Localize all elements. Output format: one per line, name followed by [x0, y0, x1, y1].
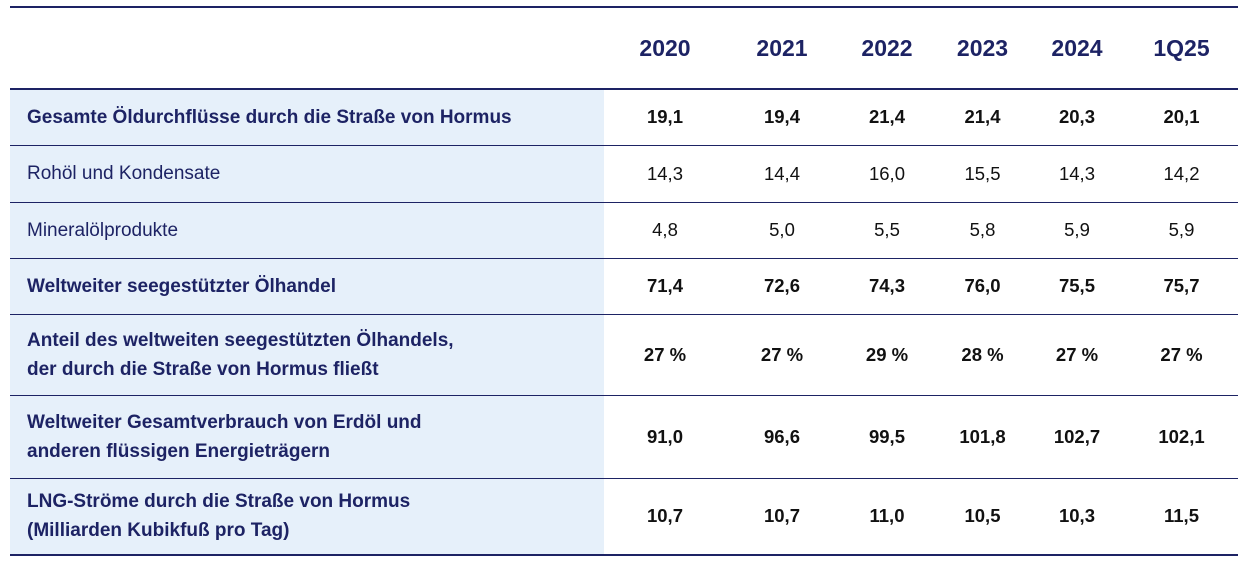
table-row-total-hormuz-flows: Gesamte Öldurchflüsse durch die Straße v… — [10, 89, 1238, 145]
row-label-line: Anteil des weltweiten seegestützten Ölha… — [27, 329, 454, 351]
row-label: Rohöl und Kondensate — [10, 145, 604, 202]
table-row-global-seaborne-trade: Weltweiter seegestützter Ölhandel 71,4 7… — [10, 258, 1238, 314]
table-cell: 75,7 — [1163, 275, 1200, 296]
table-cell: 29 % — [865, 343, 909, 365]
row-label-line: (Milliarden Kubikfuß pro Tag) — [27, 520, 290, 542]
table-cell: 5,9 — [1168, 219, 1195, 240]
table-cell: 72,6 — [763, 275, 800, 296]
table-row-global-consumption: Weltweiter Gesamtverbrauch von Erdöl und… — [10, 395, 1238, 478]
table-cell: 27 % — [1055, 343, 1099, 365]
year-header: 2024 — [1051, 35, 1103, 61]
header-label-cell — [10, 7, 604, 89]
table-row-crude-condensates: Rohöl und Kondensate 14,3 14,4 16,0 15,5… — [10, 145, 1238, 202]
year-header: 2023 — [956, 35, 1009, 61]
row-label: Anteil des weltweiten seegestützten Ölha… — [10, 314, 604, 395]
table-cell: 5,5 — [874, 219, 900, 240]
table-cell: 91,0 — [646, 425, 683, 447]
table-cell: 5,0 — [769, 219, 795, 240]
data-table-container: 2020 2021 2022 2023 2024 1Q25 Gesamte Öl… — [10, 6, 1238, 556]
table-cell: 10,7 — [763, 505, 800, 527]
row-label-line: anderen flüssigen Energieträgern — [27, 440, 331, 462]
table-cell: 14,3 — [1058, 162, 1095, 184]
table-cell: 27 % — [643, 343, 687, 365]
table-cell: 19,1 — [646, 106, 683, 128]
row-label: Weltweiter Gesamtverbrauch von Erdöl und… — [10, 395, 604, 478]
row-label-line: Mineralölprodukte — [27, 219, 179, 241]
table-cell: 71,4 — [646, 275, 683, 296]
table-cell: 11,0 — [869, 505, 905, 527]
table-cell: 10,5 — [964, 505, 1001, 527]
table-row-hormuz-share: Anteil des weltweiten seegestützten Ölha… — [10, 314, 1238, 395]
table-cell: 20,3 — [1058, 106, 1095, 128]
table-cell: 16,0 — [868, 162, 905, 184]
table-cell: 19,4 — [763, 106, 800, 128]
table-cell: 11,5 — [1164, 505, 1199, 527]
table-cell: 14,2 — [1163, 162, 1200, 184]
row-label-line: der durch die Straße von Hormus fließt — [27, 358, 379, 380]
table-cell: 10,3 — [1058, 505, 1095, 527]
row-label: Weltweiter seegestützter Ölhandel — [10, 258, 604, 314]
table-cell: 27 % — [760, 343, 804, 365]
table-cell: 5,9 — [1064, 219, 1090, 240]
table-cell: 99,5 — [868, 425, 905, 447]
row-label: Gesamte Öldurchflüsse durch die Straße v… — [10, 89, 604, 145]
table-cell: 4,8 — [652, 219, 678, 240]
table-cell: 21,4 — [868, 106, 905, 128]
table-cell: 10,7 — [646, 505, 683, 527]
row-label-line: LNG-Ströme durch die Straße von Hormus — [27, 491, 411, 513]
row-label-line: Rohöl und Kondensate — [27, 163, 221, 184]
table-cell: 14,4 — [763, 162, 800, 184]
table-cell: 102,1 — [1158, 425, 1205, 447]
header-row: 2020 2021 2022 2023 2024 1Q25 — [10, 7, 1238, 89]
table-cell: 14,3 — [646, 162, 683, 184]
row-label: LNG-Ströme durch die Straße von Hormus (… — [10, 478, 604, 555]
table-cell: 96,6 — [763, 425, 800, 447]
year-header: 2021 — [756, 35, 808, 61]
table-cell: 15,5 — [964, 162, 1001, 184]
table-cell: 74,3 — [868, 275, 905, 296]
table-row-petroleum-products: Mineralölprodukte 4,8 5,0 5,5 5,8 5,9 5,… — [10, 202, 1238, 258]
table-cell: 28 % — [961, 343, 1004, 365]
hormuz-oil-flows-table: 2020 2021 2022 2023 2024 1Q25 Gesamte Öl… — [10, 6, 1238, 556]
table-cell: 75,5 — [1058, 275, 1095, 296]
row-label: Mineralölprodukte — [10, 202, 604, 258]
table-cell: 101,8 — [959, 425, 1006, 447]
row-label-line: Gesamte Öldurchflüsse durch die Straße v… — [27, 106, 512, 128]
table-row-lng-flows: LNG-Ströme durch die Straße von Hormus (… — [10, 478, 1238, 555]
table-cell: 21,4 — [964, 106, 1001, 128]
table-cell: 20,1 — [1163, 106, 1200, 128]
year-header: 1Q25 — [1153, 35, 1210, 61]
row-label-line: Weltweiter Gesamtverbrauch von Erdöl und — [27, 411, 422, 433]
year-header: 2022 — [861, 35, 913, 61]
table-cell: 5,8 — [969, 219, 996, 240]
table-cell: 102,7 — [1053, 425, 1101, 447]
year-header: 2020 — [639, 35, 691, 61]
table-cell: 27 % — [1160, 343, 1203, 365]
table-cell: 76,0 — [964, 275, 1001, 296]
row-label-line: Weltweiter seegestützter Ölhandel — [27, 275, 337, 297]
